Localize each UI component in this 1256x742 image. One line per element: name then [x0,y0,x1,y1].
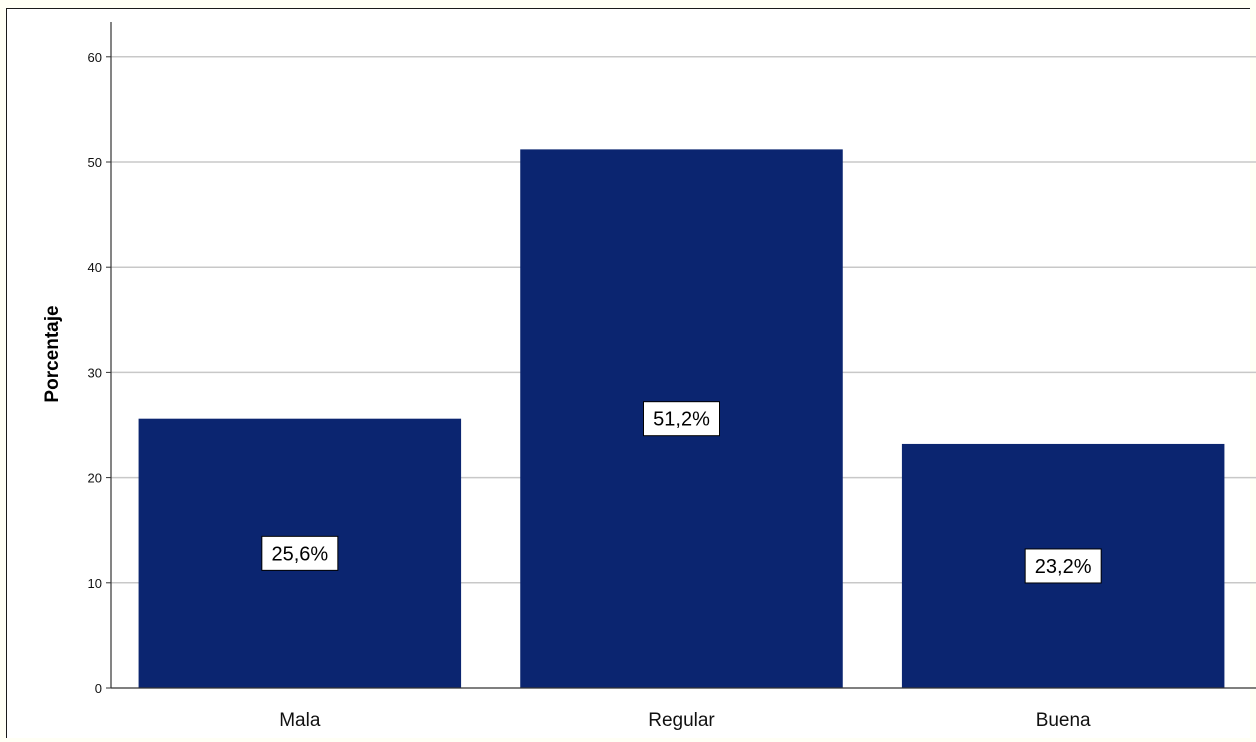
y-axis-title: Porcentaje [42,305,63,402]
y-tick-label: 10 [88,576,102,591]
data-label-mala: 25,6% [271,543,328,565]
y-tick-label: 30 [88,365,102,380]
data-labels: 25,6% 51,2% 23,2% [261,401,1102,584]
data-label-box [261,535,339,571]
data-label-box [643,401,720,437]
axes [110,22,1256,689]
y-tick-labels: 0 10 20 30 40 50 60 [88,50,102,696]
data-label-regular: 51,2% [653,409,710,431]
x-tick-labels: Mala Regular Buena [279,710,1091,731]
x-tick-label-buena: Buena [1036,710,1091,731]
y-tick-label: 0 [95,681,102,696]
y-tick-label: 40 [88,260,102,275]
y-tick-label: 20 [88,471,102,486]
y-tick-label: 60 [88,50,102,65]
y-tick-label: 50 [88,155,102,170]
x-tick-label-regular: Regular [648,710,715,731]
data-label-buena: 23,2% [1035,556,1092,578]
x-tick-label-mala: Mala [279,710,321,731]
data-label-box [1024,548,1102,584]
